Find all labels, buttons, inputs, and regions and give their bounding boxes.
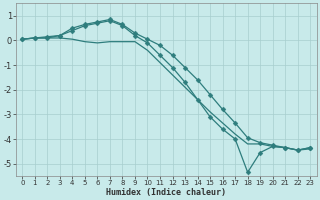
X-axis label: Humidex (Indice chaleur): Humidex (Indice chaleur) xyxy=(106,188,226,197)
